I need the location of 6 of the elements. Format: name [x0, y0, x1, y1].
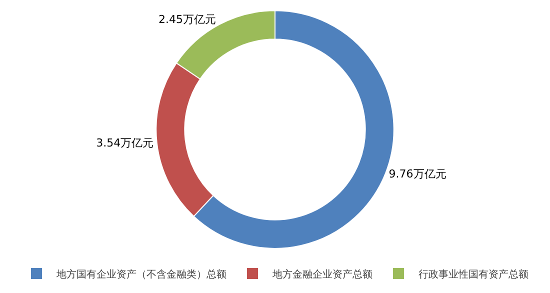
legend-label: 地方金融企业资产总额	[272, 268, 372, 280]
legend-label: 行政事业性国有资产总额	[418, 268, 528, 280]
data-label: 3.54万亿元	[96, 136, 154, 150]
data-label: 2.45万亿元	[158, 13, 216, 26]
legend-label: 地方国有企业资产（不含金融类）总额	[56, 268, 226, 280]
data-label: 9.76万亿元	[388, 168, 446, 181]
